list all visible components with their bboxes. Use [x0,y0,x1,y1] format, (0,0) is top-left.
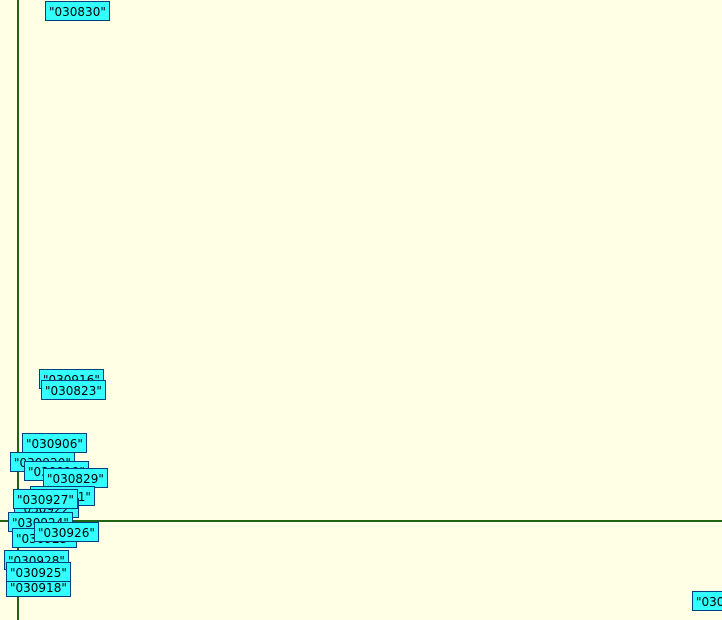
point-label[interactable]: "030823" [41,380,106,400]
point-label[interactable]: "030927" [13,489,78,509]
vertical-axis [17,0,19,620]
point-label[interactable]: "030926" [34,522,99,542]
point-label[interactable]: "030925" [6,562,71,582]
point-label[interactable]: "030930" [692,591,722,611]
point-label[interactable]: "030906" [22,433,87,453]
point-label[interactable]: "030829" [43,468,108,488]
point-label[interactable]: "030830" [45,1,110,21]
horizontal-axis [0,520,722,522]
